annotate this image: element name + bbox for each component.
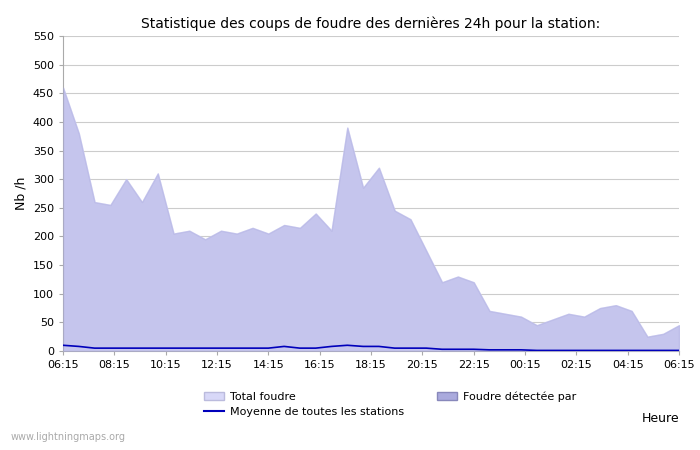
Legend: Total foudre, Moyenne de toutes les stations, Foudre détectée par: Total foudre, Moyenne de toutes les stat… [204,391,576,417]
Y-axis label: Nb /h: Nb /h [14,177,27,210]
Text: Heure: Heure [641,412,679,425]
Text: www.lightningmaps.org: www.lightningmaps.org [10,432,125,442]
Title: Statistique des coups de foudre des dernières 24h pour la station:: Statistique des coups de foudre des dern… [141,16,601,31]
